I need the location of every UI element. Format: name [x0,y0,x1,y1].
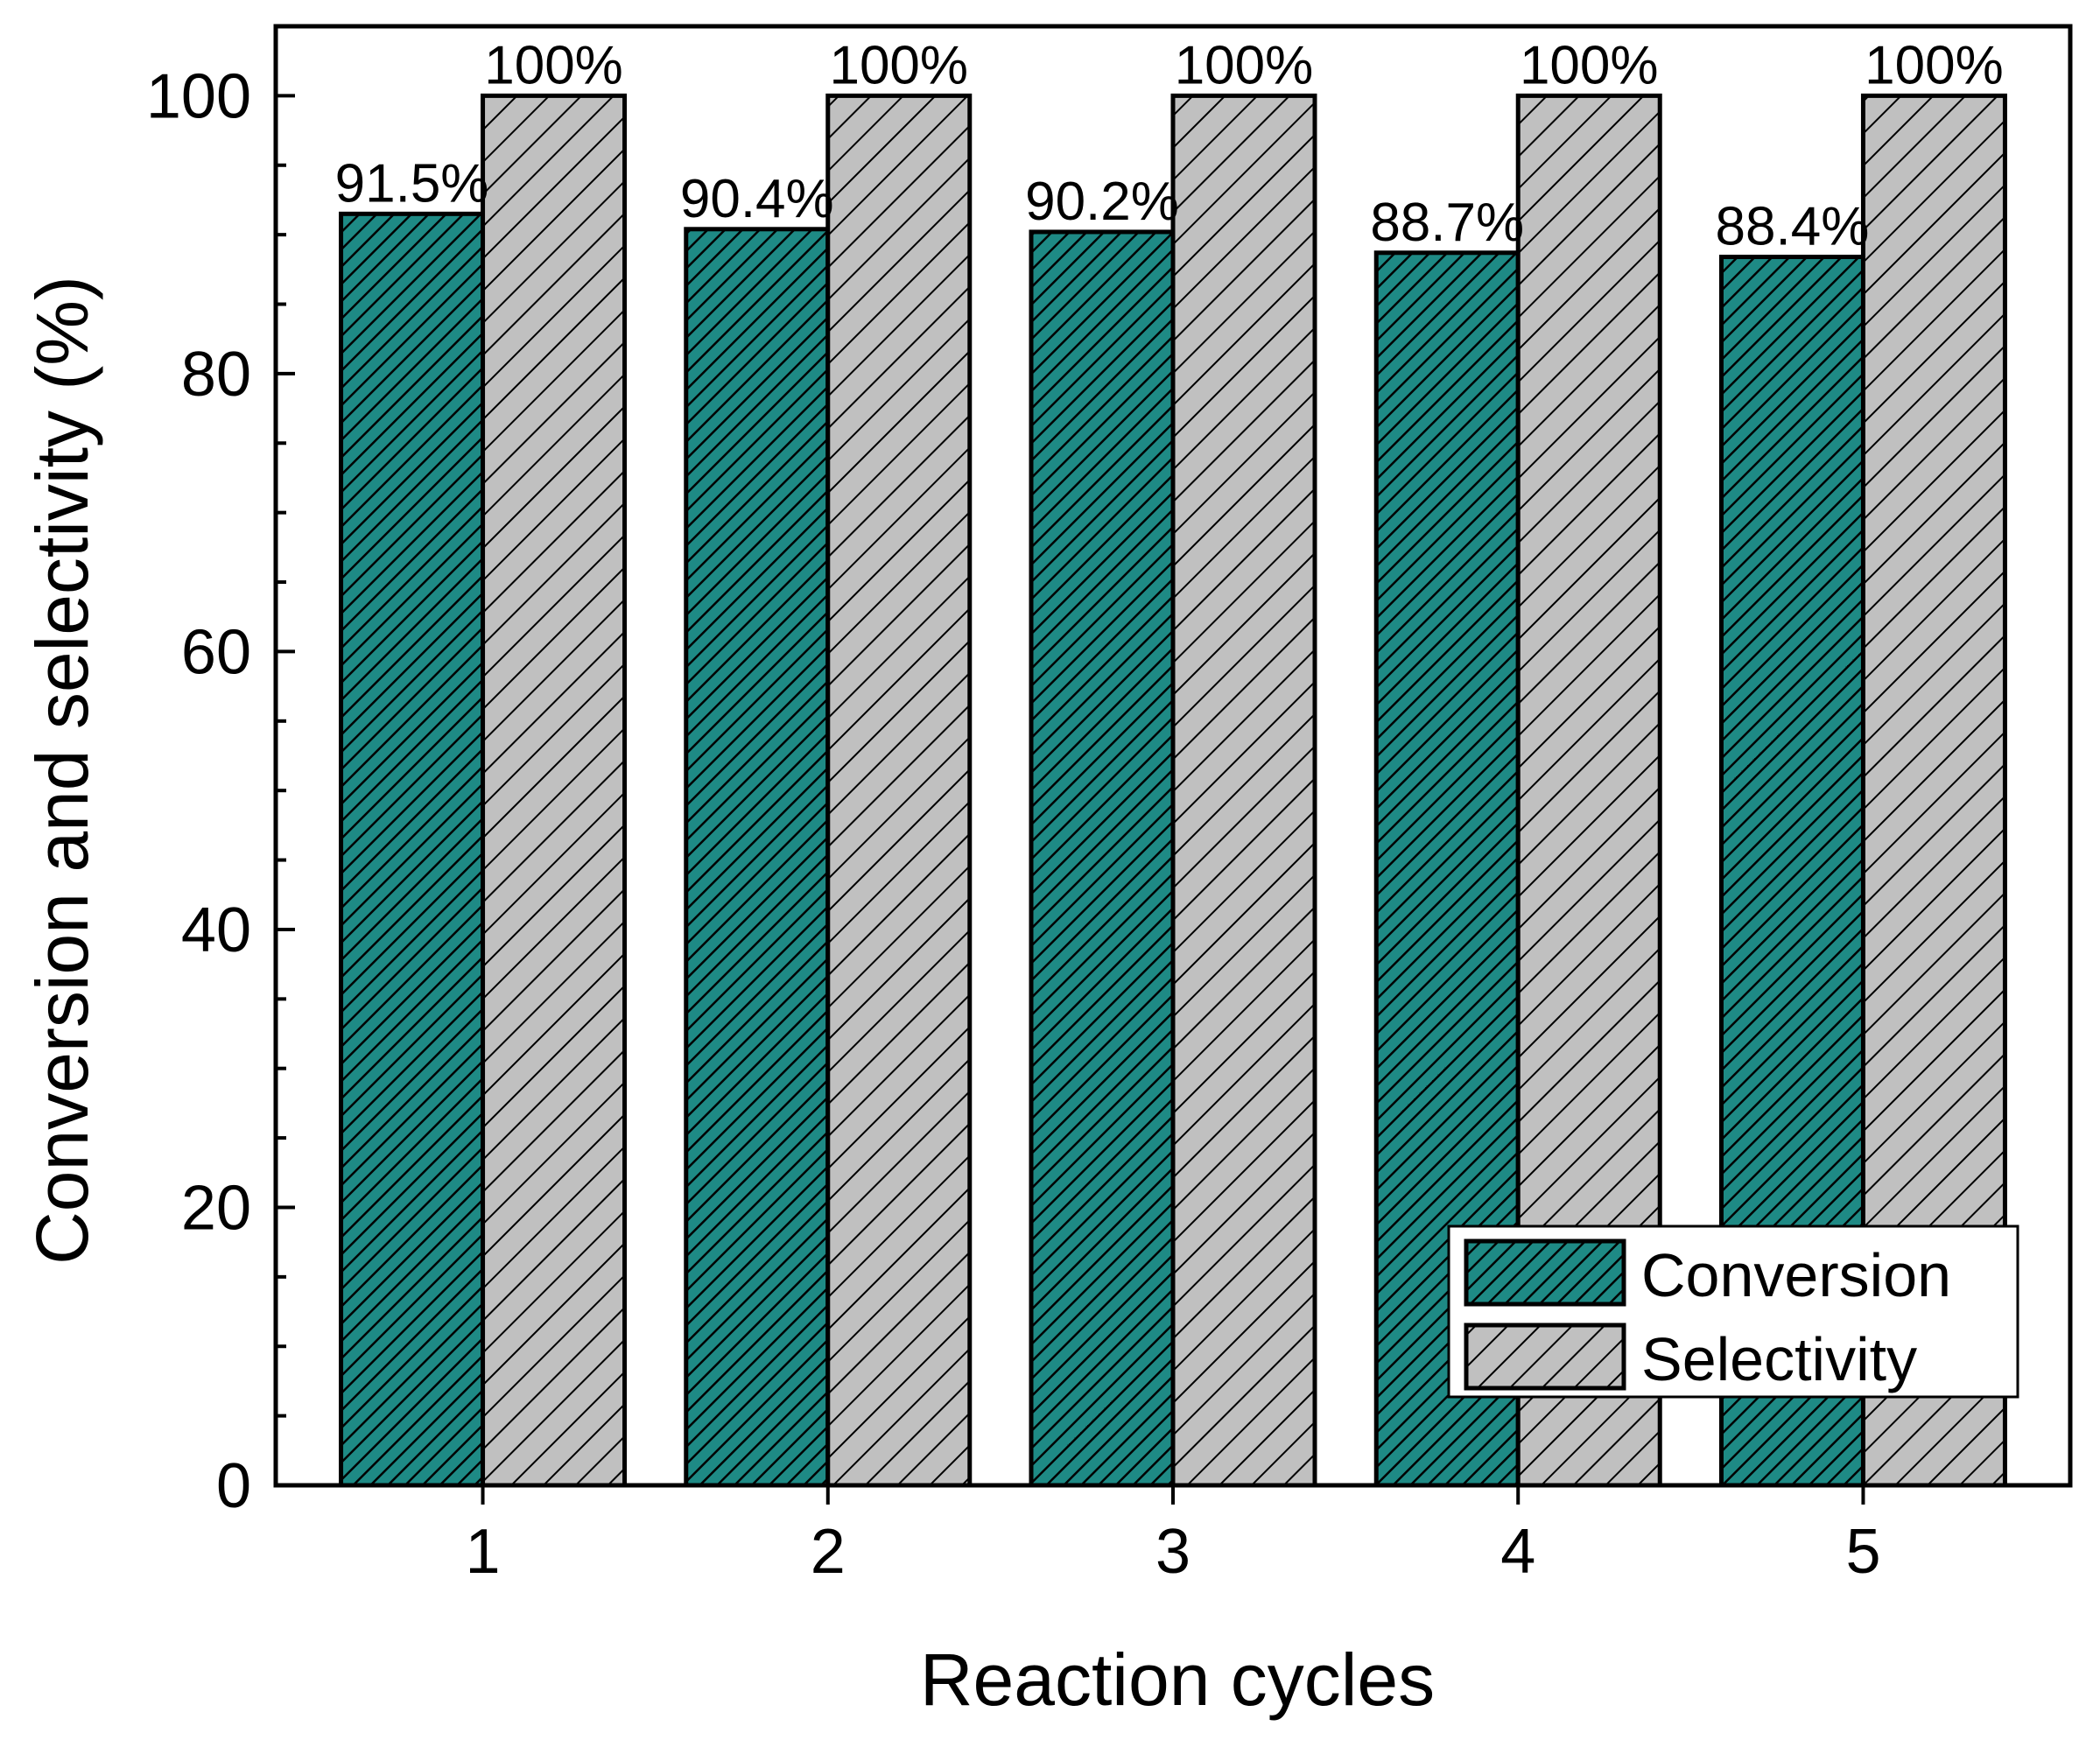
data-label-selectivity-3: 100% [1175,35,1314,95]
bar-selectivity-1 [481,93,628,1488]
data-label-selectivity-5: 100% [1865,35,2004,95]
y-axis: 0 20 40 60 80 100 [146,25,295,1521]
y-tick-label: 80 [181,340,251,410]
data-label-selectivity-4: 100% [1520,35,1659,95]
data-label-conversion-4: 88.7% [1370,193,1524,253]
bar-selectivity-3 [1170,93,1317,1488]
legend-label-selectivity: Selectivity [1641,1325,1917,1393]
data-label-conversion-1: 91.5% [335,153,489,214]
legend-label-conversion: Conversion [1641,1241,1951,1309]
y-axis-label: Conversion and selectivity (%) [21,276,103,1265]
x-tick-label: 4 [1500,1517,1535,1587]
bar-conversion-3 [1029,229,1176,1488]
y-tick-label: 40 [181,895,251,965]
y-tick-label: 60 [181,617,251,687]
data-label-conversion-3: 90.2% [1025,172,1179,232]
data-label-selectivity-1: 100% [484,35,623,95]
legend-swatch-selectivity [1464,1323,1626,1391]
bar-conversion-1 [339,211,486,1488]
y-tick-label: 0 [216,1451,251,1521]
data-label-selectivity-2: 100% [829,35,968,95]
x-axis: 1 2 3 4 5 [466,1485,1880,1587]
x-tick-label: 5 [1845,1517,1880,1587]
bar-conversion-2 [684,227,831,1488]
legend-swatch-conversion [1464,1238,1626,1307]
legend: Conversion Selectivity [1447,1224,2019,1399]
x-tick-label: 3 [1155,1517,1190,1587]
data-labels: 91.5% 90.4% 90.2% 88.7% 88.4% 100% 100% 100% 100… [335,35,2004,256]
x-axis-label: Reaction cycles [920,1638,1435,1721]
x-tick-label: 2 [811,1517,846,1587]
bar-selectivity-2 [825,93,973,1488]
data-label-conversion-2: 90.4% [680,169,834,229]
y-tick-label: 20 [181,1173,251,1243]
y-tick-label: 100 [146,61,251,131]
x-tick-label: 1 [466,1517,501,1587]
data-label-conversion-5: 88.4% [1716,197,1870,257]
